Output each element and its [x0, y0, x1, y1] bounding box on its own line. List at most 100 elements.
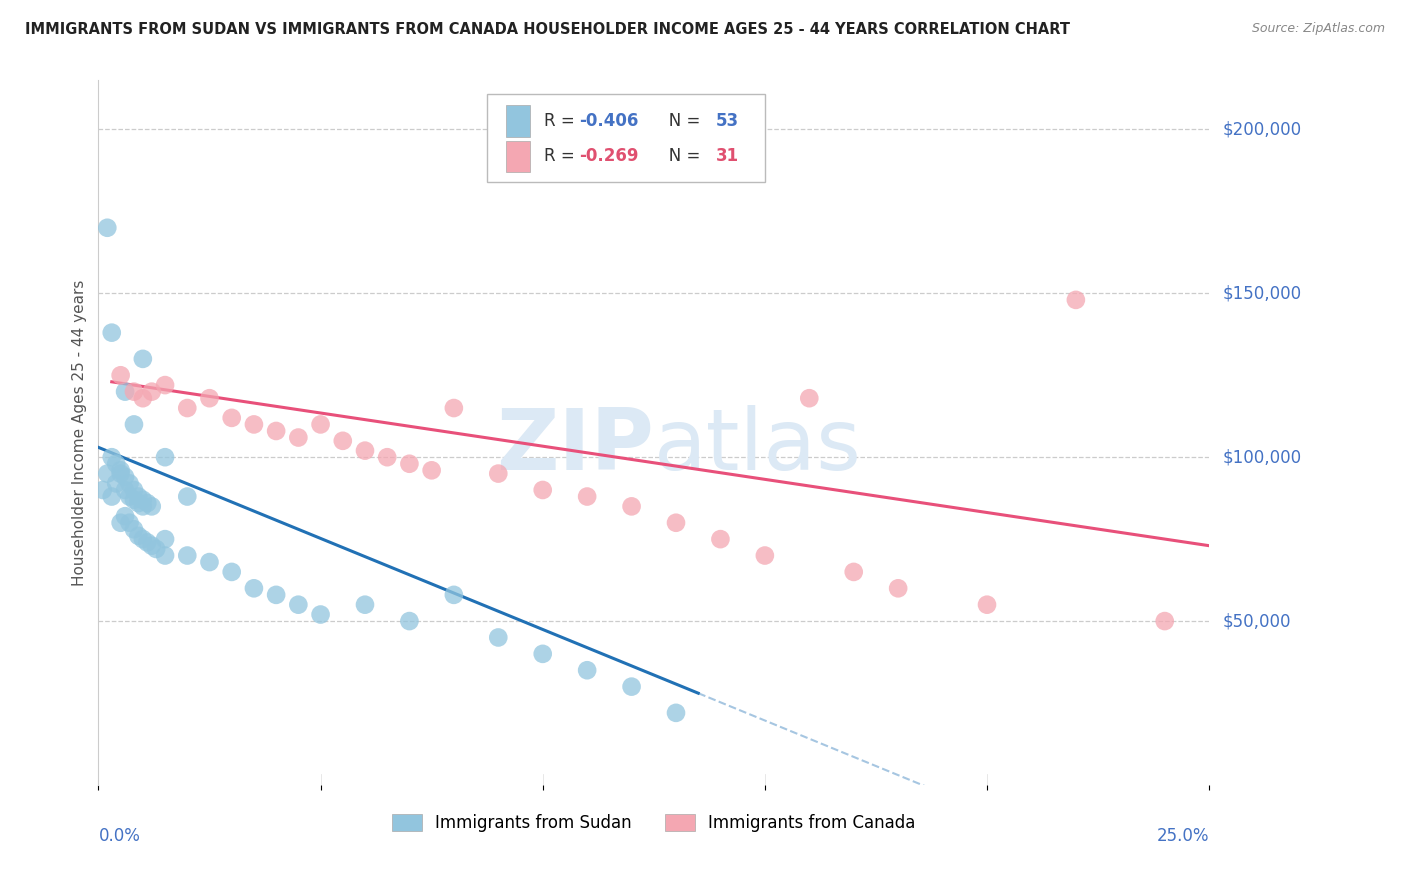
Point: [176, 549, 198, 563]
Point: [486, 467, 509, 481]
Point: [96, 467, 118, 481]
Point: [531, 647, 554, 661]
Text: R =: R =: [544, 147, 579, 165]
Point: [122, 522, 145, 536]
Point: [100, 326, 122, 340]
Point: [122, 483, 145, 497]
Point: [114, 470, 136, 484]
Point: [176, 401, 198, 415]
FancyBboxPatch shape: [506, 105, 530, 137]
Point: [141, 384, 163, 399]
Point: [110, 463, 132, 477]
Legend: Immigrants from Sudan, Immigrants from Canada: Immigrants from Sudan, Immigrants from C…: [384, 805, 924, 840]
Point: [287, 431, 309, 445]
Point: [136, 535, 159, 549]
Text: atlas: atlas: [654, 405, 862, 488]
Point: [243, 417, 266, 432]
Point: [100, 490, 122, 504]
Point: [1064, 293, 1087, 307]
Point: [132, 391, 155, 405]
Point: [398, 457, 420, 471]
FancyBboxPatch shape: [506, 141, 530, 172]
Point: [287, 598, 309, 612]
Point: [100, 450, 122, 465]
Point: [198, 555, 221, 569]
Point: [153, 549, 176, 563]
Point: [141, 539, 163, 553]
Text: $50,000: $50,000: [1223, 612, 1292, 630]
Point: [198, 391, 221, 405]
Point: [105, 457, 128, 471]
Point: [443, 401, 465, 415]
Point: [118, 490, 141, 504]
Point: [153, 532, 176, 546]
Point: [398, 614, 420, 628]
Point: [114, 483, 136, 497]
Point: [221, 565, 243, 579]
Point: [332, 434, 354, 448]
Point: [620, 680, 643, 694]
Point: [976, 598, 998, 612]
Text: 25.0%: 25.0%: [1157, 827, 1209, 846]
Text: -0.406: -0.406: [579, 112, 638, 130]
Point: [243, 582, 266, 596]
Text: 53: 53: [716, 112, 740, 130]
Point: [176, 490, 198, 504]
Point: [122, 417, 145, 432]
Point: [110, 516, 132, 530]
Point: [122, 492, 145, 507]
Point: [754, 549, 776, 563]
Point: [354, 598, 377, 612]
Point: [105, 476, 128, 491]
Point: [110, 368, 132, 383]
Point: [264, 588, 287, 602]
Text: 0.0%: 0.0%: [98, 827, 141, 846]
Point: [96, 220, 118, 235]
Point: [620, 500, 643, 514]
Point: [91, 483, 114, 497]
Point: [576, 663, 599, 677]
Point: [709, 532, 731, 546]
Point: [264, 424, 287, 438]
Point: [141, 500, 163, 514]
Point: [114, 384, 136, 399]
Text: R =: R =: [544, 112, 579, 130]
Point: [665, 516, 688, 530]
FancyBboxPatch shape: [486, 95, 765, 183]
Point: [420, 463, 443, 477]
Point: [153, 378, 176, 392]
Point: [127, 490, 149, 504]
Text: N =: N =: [652, 147, 706, 165]
Point: [153, 450, 176, 465]
Text: ZIP: ZIP: [496, 405, 654, 488]
Point: [309, 417, 332, 432]
Point: [665, 706, 688, 720]
Point: [132, 532, 155, 546]
Text: -0.269: -0.269: [579, 147, 638, 165]
Point: [122, 384, 145, 399]
Point: [118, 476, 141, 491]
Point: [114, 509, 136, 524]
Point: [145, 541, 167, 556]
Point: [443, 588, 465, 602]
Point: [1153, 614, 1175, 628]
Point: [132, 492, 155, 507]
Point: [132, 351, 155, 366]
Point: [354, 443, 377, 458]
Point: [132, 500, 155, 514]
Point: [375, 450, 398, 465]
Point: [576, 490, 599, 504]
Point: [127, 529, 149, 543]
Point: [118, 516, 141, 530]
Point: [842, 565, 865, 579]
Point: [799, 391, 821, 405]
Y-axis label: Householder Income Ages 25 - 44 years: Householder Income Ages 25 - 44 years: [72, 279, 87, 586]
Point: [309, 607, 332, 622]
Point: [486, 631, 509, 645]
Point: [221, 410, 243, 425]
Point: [531, 483, 554, 497]
Text: $100,000: $100,000: [1223, 448, 1302, 467]
Text: IMMIGRANTS FROM SUDAN VS IMMIGRANTS FROM CANADA HOUSEHOLDER INCOME AGES 25 - 44 : IMMIGRANTS FROM SUDAN VS IMMIGRANTS FROM…: [25, 22, 1070, 37]
Text: 31: 31: [716, 147, 740, 165]
Point: [887, 582, 910, 596]
